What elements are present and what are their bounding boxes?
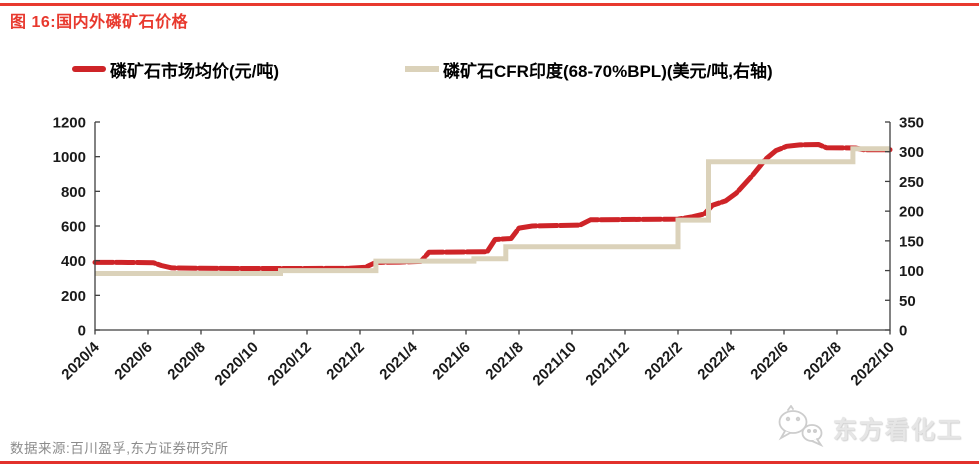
- svg-text:300: 300: [899, 144, 924, 161]
- legend-item-cfr-india: 磷矿石CFR印度(68-70%BPL)(美元/吨,右轴): [405, 56, 773, 82]
- svg-text:2022/10: 2022/10: [847, 339, 897, 389]
- svg-text:2021/2: 2021/2: [323, 339, 367, 383]
- svg-text:1000: 1000: [53, 149, 86, 166]
- svg-text:1200: 1200: [53, 115, 86, 132]
- legend-label-domestic: 磷矿石市场均价(元/吨): [110, 61, 280, 81]
- svg-text:600: 600: [61, 219, 86, 236]
- svg-text:0: 0: [78, 323, 86, 340]
- svg-text:0: 0: [899, 323, 907, 340]
- svg-text:2020/6: 2020/6: [111, 339, 155, 383]
- svg-text:2022/2: 2022/2: [641, 339, 685, 383]
- chart-series: [92, 142, 893, 276]
- svg-text:150: 150: [899, 233, 924, 250]
- legend-swatch-beige-line: [405, 66, 439, 72]
- svg-text:350: 350: [899, 115, 924, 132]
- legend-label-cfr-india: 磷矿石CFR印度(68-70%BPL)(美元/吨,右轴): [443, 61, 773, 81]
- chart-legend: 磷矿石市场均价(元/吨) 磷矿石CFR印度(68-70%BPL)(美元/吨,右轴…: [0, 56, 979, 82]
- svg-text:2022/4: 2022/4: [694, 338, 739, 383]
- svg-text:2021/10: 2021/10: [529, 339, 579, 389]
- data-source: 数据来源:百川盈孚,东方证券研究所: [10, 441, 229, 456]
- svg-text:2021/8: 2021/8: [482, 339, 526, 383]
- top-divider: [0, 3, 979, 6]
- svg-text:2022/8: 2022/8: [800, 339, 844, 383]
- svg-text:200: 200: [61, 288, 86, 305]
- svg-text:2020/8: 2020/8: [164, 339, 208, 383]
- watermark-text: 东方看化工: [833, 416, 963, 444]
- bottom-divider: [0, 461, 979, 464]
- wechat-bubbles-icon: [778, 405, 824, 448]
- svg-text:800: 800: [61, 184, 86, 201]
- chart-axes: [94, 121, 891, 335]
- svg-text:2022/6: 2022/6: [747, 339, 791, 383]
- svg-text:100: 100: [899, 263, 924, 280]
- svg-text:200: 200: [899, 204, 924, 221]
- legend-item-domestic-price: 磷矿石市场均价(元/吨): [72, 56, 279, 82]
- svg-text:2020/4: 2020/4: [58, 338, 103, 383]
- svg-text:2020/12: 2020/12: [264, 339, 314, 389]
- svg-text:2021/6: 2021/6: [429, 339, 473, 383]
- svg-text:250: 250: [899, 174, 924, 191]
- legend-swatch-red-line: [72, 66, 106, 72]
- figure-title: 图 16:国内外磷矿石价格: [10, 14, 189, 31]
- svg-text:2021/12: 2021/12: [582, 339, 632, 389]
- watermark: 东方看化工: [776, 404, 963, 450]
- svg-text:2021/4: 2021/4: [376, 338, 421, 383]
- svg-text:2020/10: 2020/10: [211, 339, 261, 389]
- svg-text:400: 400: [61, 253, 86, 270]
- svg-text:50: 50: [899, 293, 916, 310]
